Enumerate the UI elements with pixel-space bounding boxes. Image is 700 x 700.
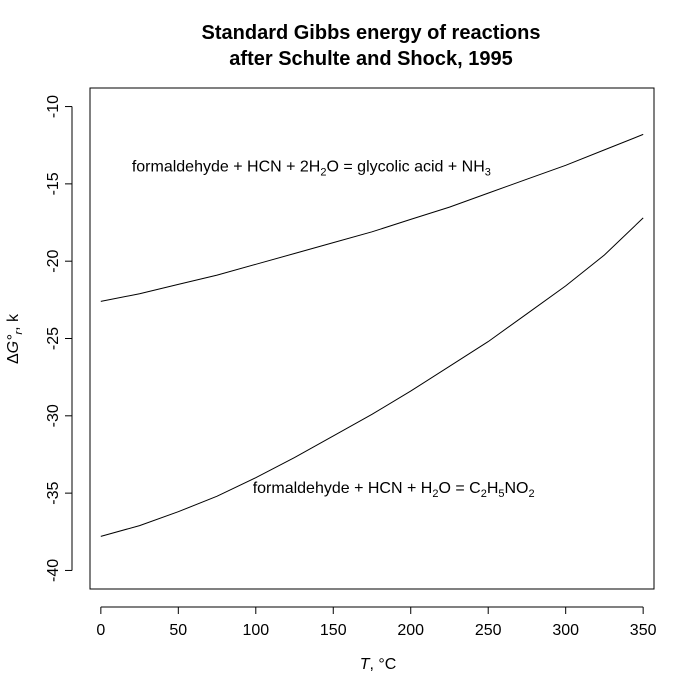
chart-subtitle: after Schulte and Shock, 1995 — [229, 48, 512, 70]
y-axis-label-symbol: G° — [5, 334, 22, 353]
x-tick-label: 0 — [96, 622, 105, 639]
series-line-2 — [100, 217, 644, 537]
y-tick-label: -10 — [45, 95, 62, 118]
x-tick-label: 150 — [320, 622, 347, 639]
y-tick-label: -40 — [45, 559, 62, 582]
x-tick-label: 100 — [242, 622, 269, 639]
x-axis-label-unit: , °C — [369, 656, 396, 673]
y-tick-label: -25 — [45, 327, 62, 350]
plot-area-frame — [89, 87, 655, 590]
y-axis-label-subscript: r — [13, 330, 25, 335]
annotation-layer: formaldehyde + HCN + 2H2O = glycolic aci… — [132, 159, 535, 501]
x-axis-label: T, °C — [360, 656, 397, 673]
y-axis-label-prefix: Δ — [5, 353, 22, 364]
chart-title: Standard Gibbs energy of reactions — [202, 22, 541, 44]
y-tick-label: -30 — [45, 404, 62, 427]
reaction-label-2: formaldehyde + HCN + H2O = C2H5NO2 — [253, 480, 535, 500]
x-tick-label: 250 — [475, 622, 502, 639]
y-axis-label: ΔG°r, k — [5, 313, 25, 364]
series-line-1 — [100, 133, 644, 302]
y-tick-label: -35 — [45, 481, 62, 504]
x-tick-label: 200 — [397, 622, 424, 639]
x-axis: 0 50 100 150 200 250 300 350 — [96, 606, 657, 639]
y-tick-label: -15 — [45, 172, 62, 195]
reaction-label-1: formaldehyde + HCN + 2H2O = glycolic aci… — [132, 159, 491, 179]
y-tick-label: -20 — [45, 250, 62, 273]
x-tick-label: 350 — [630, 622, 657, 639]
series-layer — [100, 133, 644, 537]
x-tick-label: 50 — [169, 622, 187, 639]
x-axis-label-symbol: T — [360, 656, 371, 673]
x-tick-label: 300 — [552, 622, 579, 639]
y-axis: -40 -35 -30 -25 -20 -15 -10 — [45, 95, 73, 582]
y-axis-label-unit: , k — [5, 313, 22, 331]
